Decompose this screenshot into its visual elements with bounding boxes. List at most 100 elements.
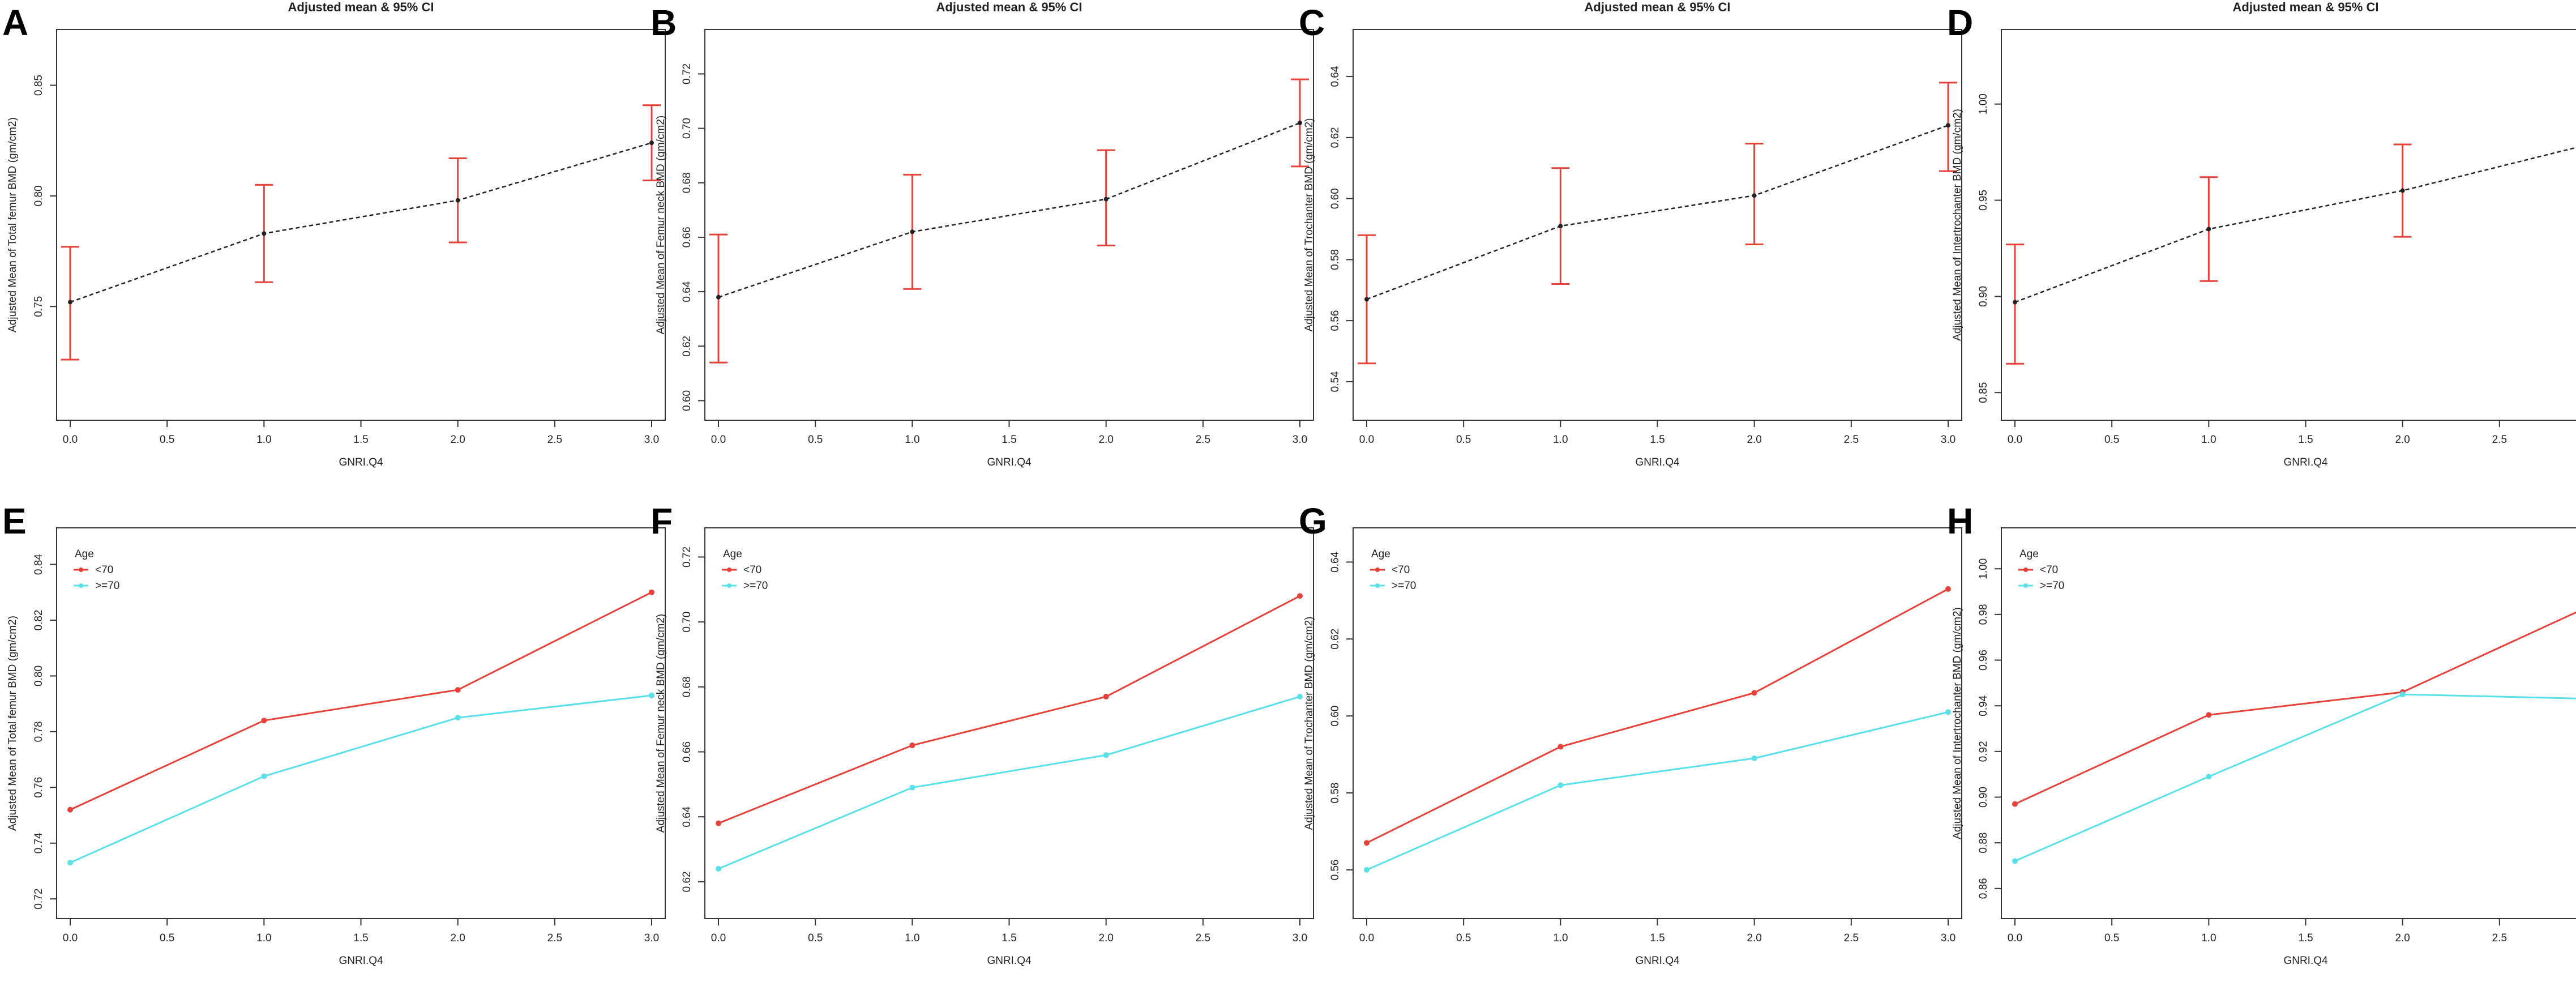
mean-point xyxy=(1103,197,1109,202)
x-tick-label: 0.0 xyxy=(711,434,726,446)
y-tick-label: 0.75 xyxy=(33,296,45,317)
y-tick-label: 0.72 xyxy=(681,63,693,84)
x-tick-label: 1.5 xyxy=(1002,434,1016,446)
series-point-0 xyxy=(455,687,461,693)
series-point-1 xyxy=(1945,709,1951,715)
x-tick-label: 2.0 xyxy=(1098,434,1113,446)
mean-point xyxy=(262,231,267,236)
x-tick-label: 0.5 xyxy=(1456,434,1471,446)
series-point-0 xyxy=(716,820,721,826)
plot-frame xyxy=(704,527,1314,919)
legend-title: Age xyxy=(723,548,742,560)
x-tick-label: 0.0 xyxy=(2008,932,2022,944)
y-tick-label: 0.66 xyxy=(681,227,693,248)
x-tick-label: 1.0 xyxy=(1553,932,1568,944)
mean-point xyxy=(1298,121,1302,125)
legend-label: <70 xyxy=(2040,564,2058,576)
series-point-0 xyxy=(1103,694,1109,700)
x-tick-label: 0.5 xyxy=(160,434,174,446)
y-axis-label: Adjusted Mean of Femur neck BMD (gm/cm2) xyxy=(655,116,667,334)
panel-g: G 0.0 0.5 1.0 1.5 2.0 2.5 3.0 0.56 0.58 0.60 0.62 0.… xyxy=(1299,501,1962,967)
x-tick-label: 2.5 xyxy=(1196,932,1210,944)
x-axis-label: GNRI.Q4 xyxy=(987,456,1032,468)
y-axis-label: Adjusted Mean of Trochanter BMD (gm/cm2) xyxy=(1303,617,1315,830)
legend-title: Age xyxy=(2019,548,2039,560)
y-tick-label: 0.56 xyxy=(1329,859,1341,880)
y-axis-label: Adjusted Mean of Femur neck BMD (gm/cm2) xyxy=(655,614,667,833)
y-tick-label: 0.62 xyxy=(1329,127,1341,148)
panel-letter: F xyxy=(651,501,673,541)
y-tick-label: 0.64 xyxy=(1329,551,1341,572)
y-axis-label: Adjusted Mean of Total femur BMD (gm/cm2… xyxy=(7,117,19,332)
mean-point xyxy=(2206,227,2211,232)
x-tick-label: 1.0 xyxy=(256,932,271,944)
series-point-0 xyxy=(1945,586,1951,592)
series-point-1 xyxy=(649,692,654,698)
mean-line xyxy=(70,142,652,303)
x-tick-label: 1.0 xyxy=(2201,434,2216,446)
series-point-1 xyxy=(2206,774,2212,780)
mean-point xyxy=(910,229,915,234)
y-tick-label: 0.90 xyxy=(1978,286,1989,307)
legend-marker-1 xyxy=(79,583,83,588)
legend-label: >=70 xyxy=(2040,580,2064,592)
series-point-1 xyxy=(1297,694,1303,700)
series-line-0 xyxy=(2014,611,2576,805)
x-tick-label: 2.5 xyxy=(2492,434,2507,446)
x-tick-label: 2.5 xyxy=(547,932,562,944)
y-tick-label: 0.66 xyxy=(681,741,693,762)
y-tick-label: 0.62 xyxy=(681,871,693,892)
panel-d: D Adjusted mean & 95% CI 0.0 0.5 1.0 1.5 2.0 2.… xyxy=(1947,0,2576,468)
series-point-1 xyxy=(67,860,73,866)
x-tick-label: 0.5 xyxy=(2104,932,2119,944)
series-point-1 xyxy=(1751,755,1757,761)
x-tick-label: 2.5 xyxy=(1844,434,1859,446)
series-point-0 xyxy=(2206,712,2212,718)
x-tick-label: 1.5 xyxy=(2298,434,2313,446)
y-tick-label: 0.62 xyxy=(1329,629,1341,650)
y-tick-label: 0.84 xyxy=(33,554,45,575)
x-tick-label: 1.5 xyxy=(353,434,368,446)
panel-h: H0.00.51.01.52.02.53.00.860.880.900.920.… xyxy=(1947,501,2576,967)
y-tick-label: 0.90 xyxy=(1978,787,1989,808)
y-tick-label: 0.80 xyxy=(33,185,45,206)
x-tick-label: 3.0 xyxy=(644,434,659,446)
legend-marker-1 xyxy=(2023,583,2028,588)
series-line-0 xyxy=(718,595,1300,825)
mean-point xyxy=(68,300,72,305)
x-tick-label: 3.0 xyxy=(1941,932,1955,944)
series-point-1 xyxy=(1557,782,1564,788)
y-tick-label: 0.82 xyxy=(33,610,45,631)
x-axis-label: GNRI.Q4 xyxy=(339,955,383,967)
mean-point xyxy=(1558,224,1563,229)
plot-frame xyxy=(2001,527,2576,919)
y-tick-label: 0.98 xyxy=(1978,604,1989,625)
series-point-0 xyxy=(1364,840,1370,846)
series-point-1 xyxy=(716,865,721,872)
y-tick-label: 0.58 xyxy=(1329,782,1341,803)
mean-point xyxy=(716,295,721,300)
mean-line xyxy=(718,122,1300,298)
y-tick-label: 0.85 xyxy=(1978,382,1989,403)
x-tick-label: 0.5 xyxy=(808,434,823,446)
mean-line xyxy=(2014,147,2576,303)
y-tick-label: 0.72 xyxy=(33,889,45,910)
x-tick-label: 1.5 xyxy=(2298,932,2313,944)
y-tick-label: 0.60 xyxy=(1329,188,1341,209)
legend-marker-0 xyxy=(1375,567,1380,572)
mean-line xyxy=(1366,125,1949,300)
plot-frame xyxy=(2001,29,2576,421)
legend-marker-1 xyxy=(1375,583,1380,588)
x-tick-label: 0.5 xyxy=(1456,932,1471,944)
panel-c: C Adjusted mean & 95% CI 0.0 0.5 1.0 1.5 2.0 2.… xyxy=(1299,0,1962,468)
x-tick-label: 1.0 xyxy=(2201,932,2216,944)
y-tick-label: 1.00 xyxy=(1978,558,1989,579)
series-point-0 xyxy=(649,589,654,595)
x-axis-label: GNRI.Q4 xyxy=(1635,456,1680,468)
x-tick-label: 0.0 xyxy=(63,932,78,944)
x-tick-label: 2.5 xyxy=(547,434,562,446)
x-tick-label: 1.0 xyxy=(905,932,919,944)
x-tick-label: 0.0 xyxy=(1359,932,1374,944)
x-axis-label: GNRI.Q4 xyxy=(339,456,383,468)
